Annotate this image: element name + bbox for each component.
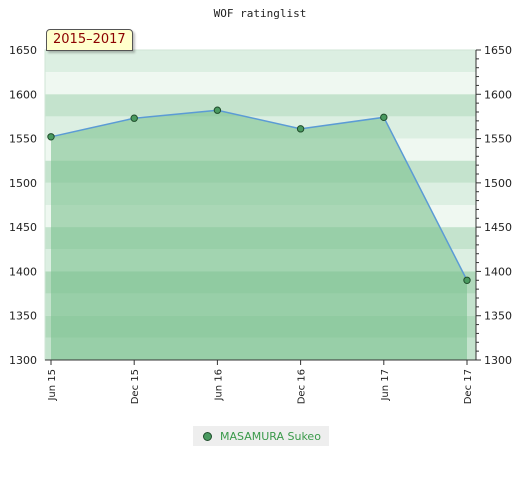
- y-tick-label-right: 1600: [484, 88, 512, 101]
- y-tick-label-left: 1350: [9, 310, 37, 323]
- x-tick-label: Dec 15: [130, 369, 141, 404]
- x-axis: Jun 15 Dec 15 Jun 16 Dec 16 Jun 17 Dec 17: [45, 359, 476, 404]
- grid-band: [45, 94, 476, 117]
- y-tick-label-right: 1300: [484, 354, 512, 367]
- x-tick-label: Jun 16: [213, 369, 224, 402]
- y-tick-label-right: 1400: [484, 265, 512, 278]
- data-point: [213, 106, 222, 114]
- period-badge: 2015–2017: [46, 29, 133, 51]
- y-tick-label-right: 1550: [484, 133, 512, 146]
- y-tick-label-left: 1300: [9, 354, 37, 367]
- y-tick-label-right: 1500: [484, 177, 512, 190]
- x-tick-label: Jun 17: [380, 369, 391, 402]
- series-polyline: [50, 109, 468, 281]
- y-tick-label-right: 1650: [484, 44, 512, 57]
- y-tick-label-left: 1550: [9, 133, 37, 146]
- chart-title: WOF ratinglist: [214, 7, 307, 20]
- data-point: [463, 276, 471, 284]
- data-point: [296, 125, 305, 133]
- x-tick-label: Dec 16: [297, 369, 308, 404]
- y-axis-right: 1300 1350 1400 1450 1500 1550 1600 1650: [475, 44, 512, 367]
- y-tick-label-left: 1450: [9, 221, 37, 234]
- legend[interactable]: MASAMURA Sukeo: [193, 426, 329, 446]
- x-tick-label: Dec 17: [463, 369, 474, 404]
- data-point: [130, 114, 138, 122]
- y-tick-label-right: 1350: [484, 310, 512, 323]
- series-markers: [47, 106, 471, 284]
- legend-series-label: MASAMURA Sukeo: [220, 429, 321, 443]
- x-tick-label: Jun 15: [47, 369, 58, 402]
- y-tick-label-left: 1650: [9, 44, 37, 57]
- y-tick-label-left: 1400: [9, 265, 37, 278]
- legend-marker-icon: [203, 431, 212, 441]
- y-tick-label-left: 1500: [9, 177, 37, 190]
- data-point: [47, 133, 55, 141]
- series-line: [50, 109, 468, 281]
- y-tick-label-right: 1450: [484, 221, 512, 234]
- grid-band: [45, 50, 476, 73]
- series-area: [51, 110, 467, 360]
- data-point: [380, 113, 388, 122]
- y-axis-left: 1300 1350 1400 1450 1500 1550 1600 1650: [9, 44, 37, 367]
- area-fill: [51, 110, 467, 360]
- grid-band: [45, 72, 476, 95]
- y-tick-label-left: 1600: [9, 88, 37, 101]
